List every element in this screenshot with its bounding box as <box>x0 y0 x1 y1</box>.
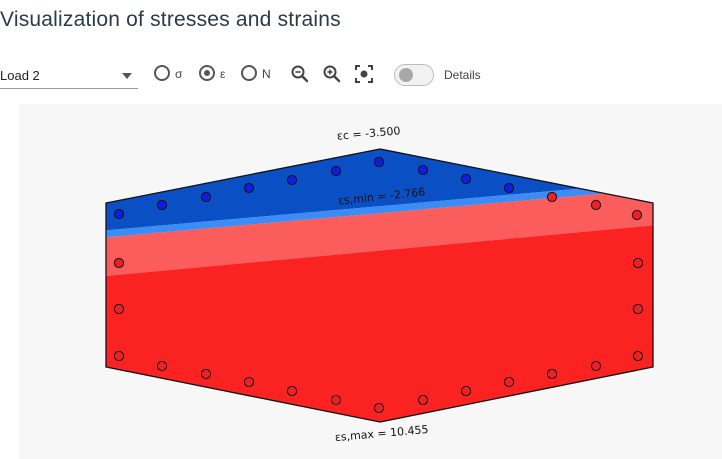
details-toggle[interactable] <box>394 64 434 86</box>
rebar-group <box>113 156 644 414</box>
rebar-dot <box>200 191 212 203</box>
strain-diagram: εc = -3.500 εs,min = -2.766 εs,max = 10.… <box>19 104 722 459</box>
rebar-dot <box>113 303 125 315</box>
rebar-dot <box>286 385 298 397</box>
rebar-dot <box>460 173 472 185</box>
rebar-dot <box>546 368 558 380</box>
rebar-dot <box>243 182 255 194</box>
rebar-dot <box>546 191 558 203</box>
radio-sigma-circle <box>154 65 170 81</box>
rebar-dot <box>632 350 644 362</box>
rebar-dot <box>417 164 429 176</box>
rebar-dot <box>503 376 515 388</box>
rebar-dot <box>113 208 125 220</box>
rebar-dot <box>330 394 342 406</box>
label-epsilon-s-max: εs,max = 10.455 <box>334 423 429 444</box>
rebar-dot <box>243 376 255 388</box>
rebar-dot <box>632 257 644 269</box>
radio-epsilon-label: ε <box>220 67 226 81</box>
rebar-dot <box>373 402 385 414</box>
rebar-dot <box>113 257 125 269</box>
rebar-dot <box>417 394 429 406</box>
strain-diagram-svg: εc = -3.500 εs,min = -2.766 εs,max = 10.… <box>105 124 654 444</box>
zone-light-blue <box>106 176 653 245</box>
rebar-dot <box>590 360 602 372</box>
rebar-dot <box>156 199 168 211</box>
radio-epsilon-circle <box>199 65 215 81</box>
zone-dark-blue-cap <box>106 149 449 205</box>
load-select-value: Load 2 <box>0 68 40 83</box>
details-toggle-knob <box>399 68 413 82</box>
section-outline <box>105 148 654 423</box>
rebar-dot <box>156 360 168 372</box>
focus-icon[interactable] <box>354 64 374 84</box>
rebar-dot <box>286 174 298 186</box>
rebar-dot <box>113 350 125 362</box>
page-title: Visualization of stresses and strains <box>0 8 341 31</box>
toolbar: Load 2 σ ε N Details <box>0 58 722 92</box>
zone-light-red <box>106 183 653 284</box>
zoom-in-icon[interactable] <box>322 64 342 84</box>
rebar-dot <box>460 385 472 397</box>
details-label: Details <box>444 68 481 82</box>
rebar-dot <box>631 209 643 221</box>
rebar-dot <box>503 182 515 194</box>
chevron-down-icon <box>122 73 132 79</box>
rebar-dot <box>330 165 342 177</box>
zoom-out-icon[interactable] <box>290 64 310 84</box>
rebar-dot <box>632 303 644 315</box>
label-epsilon-c: εc = -3.500 <box>336 124 401 142</box>
radio-n-circle <box>241 65 257 81</box>
load-select[interactable]: Load 2 <box>0 62 138 89</box>
radio-n-label: N <box>262 67 271 81</box>
rebar-dot <box>373 156 385 168</box>
radio-sigma-label: σ <box>175 67 183 81</box>
rebar-dot <box>590 199 602 211</box>
rebar-dot <box>200 368 212 380</box>
